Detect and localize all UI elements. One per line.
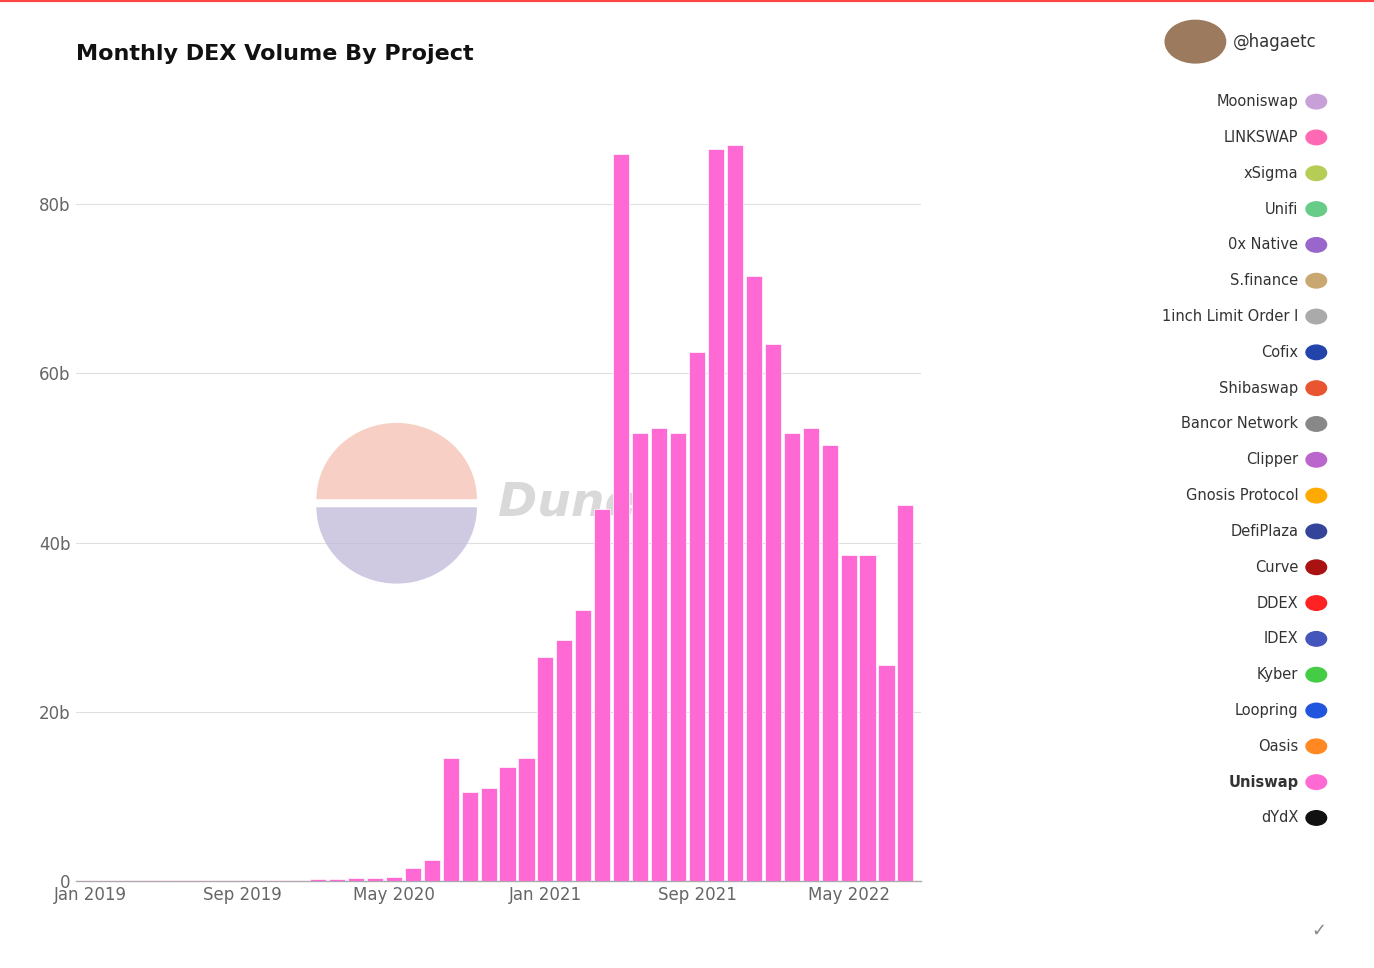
- Text: Kyber: Kyber: [1257, 667, 1298, 682]
- Bar: [613, 154, 629, 881]
- Bar: [82, 880, 99, 881]
- Bar: [272, 880, 289, 881]
- Bar: [576, 610, 591, 881]
- Bar: [196, 880, 213, 881]
- Text: Monthly DEX Volume By Project: Monthly DEX Volume By Project: [76, 44, 473, 64]
- Bar: [348, 878, 364, 881]
- Text: LINKSWAP: LINKSWAP: [1224, 130, 1298, 145]
- Bar: [328, 879, 345, 881]
- Text: ✓: ✓: [1311, 923, 1327, 940]
- Bar: [688, 352, 705, 881]
- Text: Clipper: Clipper: [1246, 452, 1298, 468]
- Bar: [878, 665, 894, 881]
- Bar: [386, 877, 403, 881]
- Bar: [311, 879, 326, 881]
- Bar: [783, 433, 800, 881]
- Text: 0x Native: 0x Native: [1228, 237, 1298, 253]
- Text: Cofix: Cofix: [1261, 345, 1298, 360]
- Text: Bancor Network: Bancor Network: [1182, 416, 1298, 432]
- Bar: [462, 792, 478, 881]
- Bar: [234, 880, 250, 881]
- Text: @hagaetc: @hagaetc: [1232, 33, 1316, 50]
- Bar: [802, 429, 819, 881]
- Bar: [481, 788, 496, 881]
- Bar: [423, 860, 440, 881]
- Wedge shape: [316, 423, 477, 499]
- Bar: [594, 509, 610, 881]
- Bar: [367, 878, 383, 881]
- Bar: [291, 880, 308, 881]
- Text: Mooniswap: Mooniswap: [1217, 94, 1298, 109]
- Text: DDEX: DDEX: [1257, 595, 1298, 611]
- Text: Dune: Dune: [497, 481, 636, 526]
- Bar: [841, 556, 856, 881]
- Bar: [671, 433, 686, 881]
- Text: Oasis: Oasis: [1259, 739, 1298, 754]
- Bar: [405, 868, 420, 881]
- Bar: [708, 149, 724, 881]
- Text: dYdX: dYdX: [1261, 810, 1298, 826]
- Bar: [556, 640, 573, 881]
- Bar: [442, 758, 459, 881]
- Bar: [121, 880, 136, 881]
- Text: Shibaswap: Shibaswap: [1219, 380, 1298, 396]
- Bar: [500, 767, 515, 881]
- Text: xSigma: xSigma: [1243, 166, 1298, 181]
- Bar: [632, 433, 649, 881]
- Bar: [537, 656, 554, 881]
- Bar: [746, 276, 763, 881]
- Bar: [897, 504, 914, 881]
- Text: Loopring: Loopring: [1235, 703, 1298, 718]
- Bar: [518, 758, 534, 881]
- Text: S.finance: S.finance: [1230, 273, 1298, 288]
- Text: 1inch Limit Order I: 1inch Limit Order I: [1162, 309, 1298, 324]
- Text: Unifi: Unifi: [1265, 201, 1298, 217]
- Wedge shape: [316, 507, 477, 584]
- Bar: [253, 880, 269, 881]
- Bar: [765, 344, 780, 881]
- Text: DefiPlaza: DefiPlaza: [1231, 524, 1298, 539]
- Bar: [177, 880, 194, 881]
- Bar: [822, 445, 838, 881]
- Text: Gnosis Protocol: Gnosis Protocol: [1186, 488, 1298, 503]
- Bar: [727, 145, 743, 881]
- Bar: [216, 880, 231, 881]
- Text: IDEX: IDEX: [1264, 631, 1298, 647]
- Bar: [860, 556, 875, 881]
- Text: Curve: Curve: [1254, 560, 1298, 575]
- Text: Uniswap: Uniswap: [1228, 774, 1298, 790]
- Bar: [651, 429, 668, 881]
